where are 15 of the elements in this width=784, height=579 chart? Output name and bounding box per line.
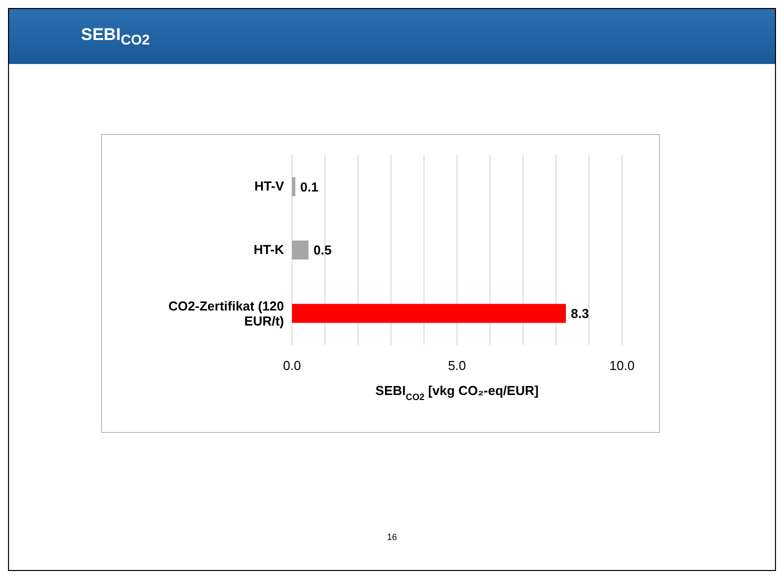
y-tick-label: CO2-Zertifikat (120 EUR/t) [168,298,284,328]
data-label: 0.5 [314,242,332,258]
bar [292,177,296,196]
text: SEBI$_{CO2}$ [81,25,150,48]
bar [292,240,308,260]
x-axis-title: SEBI$_{CO2}$ [vkg CO₂-eq/EUR] [375,383,539,402]
y-tick-label: HT-K [254,242,285,257]
x-tick-label: 10.0 [609,358,635,374]
text: 16 [386,532,398,542]
y-tick-label: HT-V [254,178,284,194]
x-tick-label: 0.0 [282,358,302,374]
x-tick-label: 5.0 [448,358,466,374]
bar [292,304,566,323]
data-label: 8.3 [570,306,589,321]
data-label: 0.1 [300,179,318,194]
